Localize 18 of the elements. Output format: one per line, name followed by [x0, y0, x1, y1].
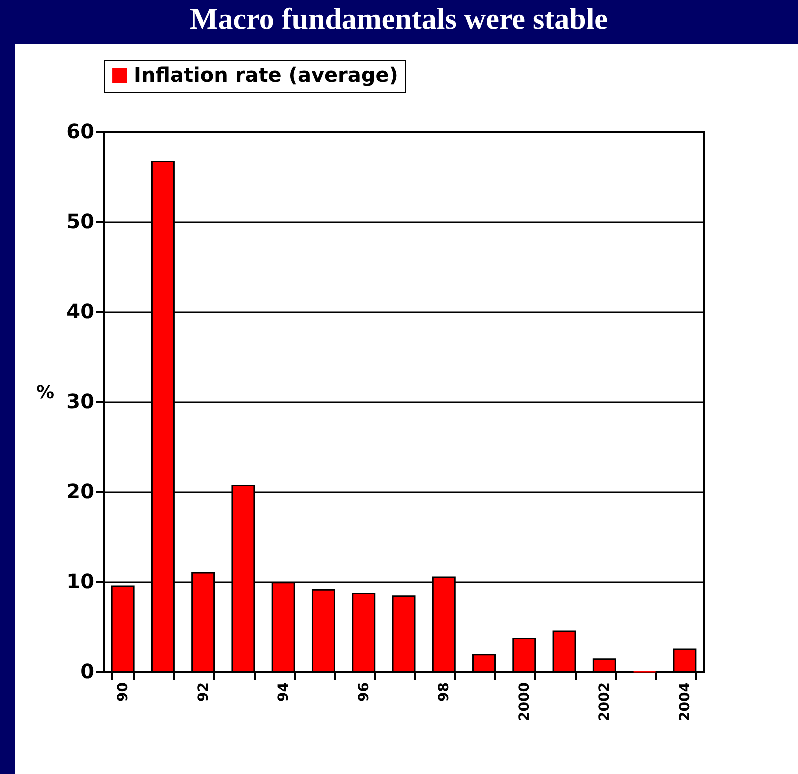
y-tick-label: 40: [66, 300, 94, 324]
x-tick-label: 90: [116, 682, 132, 702]
x-tick-label: 94: [276, 682, 292, 702]
y-tick-label: 10: [66, 570, 94, 594]
chart-title: Macro fundamentals were stable: [188, 2, 609, 38]
y-tick-label: 30: [66, 390, 94, 414]
x-tick-label: 96: [356, 682, 372, 702]
y-axis-title: %: [36, 382, 54, 404]
x-tick-label: 2002: [597, 682, 614, 722]
x-tick-label: 2000: [516, 682, 533, 722]
y-tick-label: 20: [66, 480, 94, 504]
x-tick-label: 2004: [677, 682, 694, 722]
x-tick-label: 92: [196, 682, 212, 702]
y-tick-label: 50: [66, 210, 94, 234]
y-tick-label: 60: [66, 120, 94, 144]
x-tick-label: 98: [436, 682, 453, 702]
y-tick-label: 0: [80, 660, 94, 684]
legend-label: Inflation rate (average): [134, 63, 398, 87]
